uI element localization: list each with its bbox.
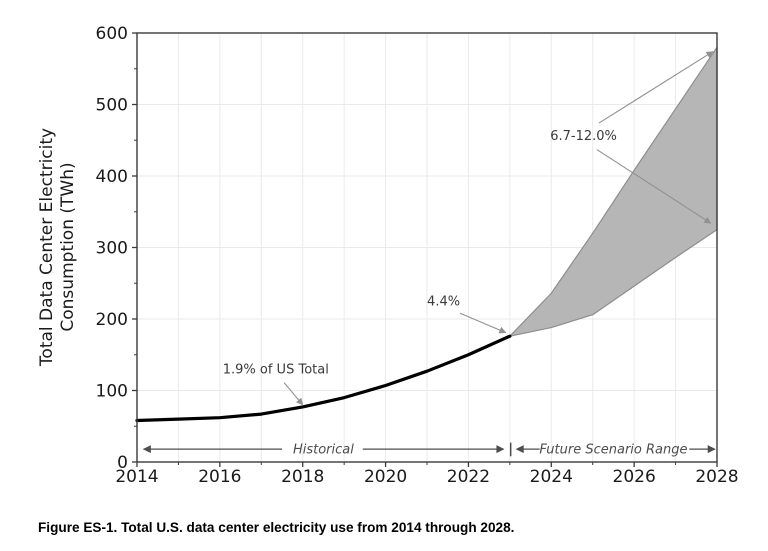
y-tick-label: 600 [96, 24, 128, 44]
annotation-arrow [596, 149, 712, 224]
y-tick-label: 200 [96, 310, 128, 330]
x-tick-label: 2022 [447, 467, 490, 487]
axis-ticks [132, 32, 718, 467]
annotation-text: 1.9% of US Total [223, 363, 329, 378]
annotations: 1.9% of US Total 4.4% 6.7-12.0% [223, 51, 714, 406]
x-tick-label: 2024 [530, 467, 573, 487]
x-tick-label: 2026 [613, 467, 656, 487]
chart-canvas: 2014 2016 2018 2020 2022 2024 2026 2028 0 100 200 3… [37, 24, 739, 487]
x-tick-label: 2018 [281, 467, 324, 487]
annotation-arrow [283, 382, 304, 406]
y-tick-label: 0 [117, 453, 128, 473]
y-tick-label: 100 [96, 381, 128, 401]
future-scenario-band [509, 46, 718, 337]
annotation-arrow [459, 312, 507, 334]
y-axis-label-line1: Total Data Center Electricity [37, 128, 57, 367]
span-arrows: Historical Future Scenario Range [142, 443, 716, 458]
x-tick-label: 2020 [364, 467, 407, 487]
x-tick-label: 2014 [115, 467, 158, 487]
annotation-text: 6.7-12.0% [550, 129, 617, 144]
y-axis-label-line2: Consumption (TWh) [58, 162, 78, 331]
historical-polyline [135, 334, 512, 423]
x-tick-label: 2016 [198, 467, 241, 487]
y-tick-label: 300 [96, 238, 128, 258]
figure-caption: Figure ES-1. Total U.S. data center elec… [38, 520, 515, 535]
y-tick-label: 400 [96, 167, 128, 187]
y-tick-label: 500 [96, 95, 128, 115]
future-range-polygon [509, 46, 718, 337]
historical-line [135, 334, 512, 423]
span-label: Future Scenario Range [539, 443, 687, 458]
span-label: Historical [293, 443, 354, 458]
annotation-text: 4.4% [427, 295, 460, 310]
annotation-arrow [598, 51, 714, 124]
axis-tick-labels: 2014 2016 2018 2020 2022 2024 2026 2028 0 100 200 3… [96, 24, 739, 487]
x-tick-label: 2028 [695, 467, 738, 487]
